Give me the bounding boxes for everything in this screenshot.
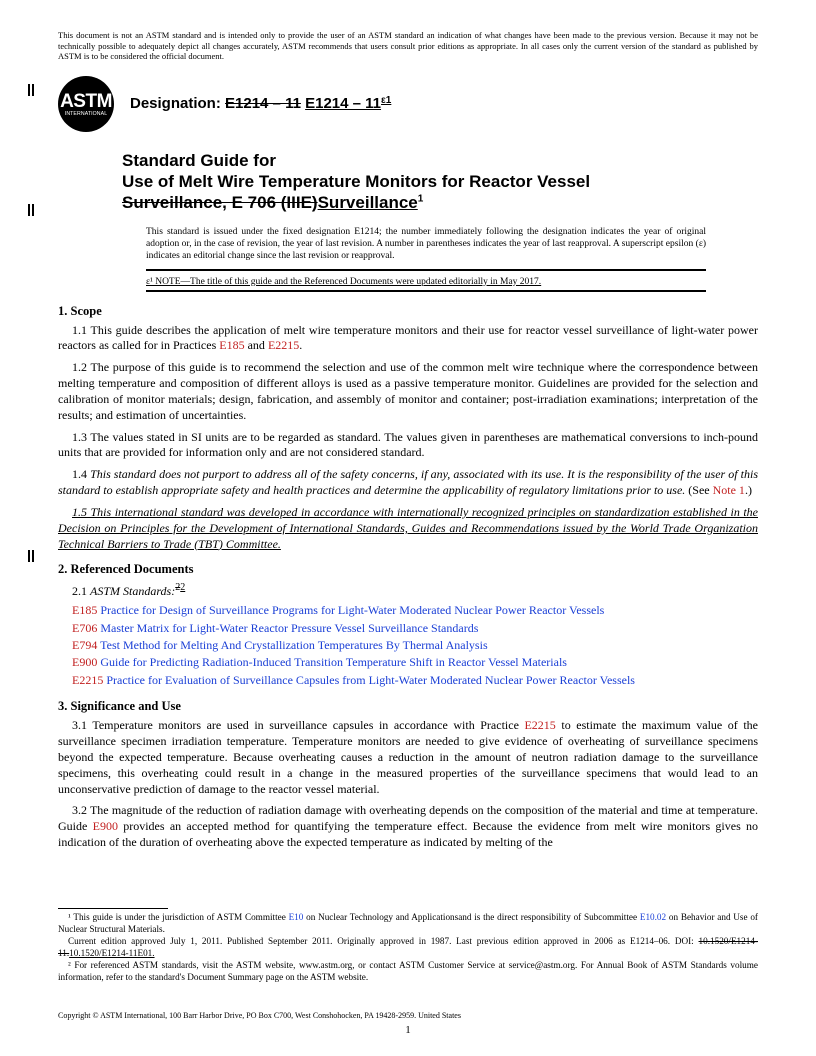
- title-strike: Surveillance, E 706 (IIIE): [122, 193, 318, 212]
- link-e2215-b[interactable]: E2215: [524, 718, 555, 732]
- title-line-3: Surveillance, E 706 (IIIE)Surveillance1: [122, 192, 758, 213]
- ref-item: E185 Practice for Design of Surveillance…: [72, 602, 758, 619]
- sup-2-new: 2: [180, 582, 185, 593]
- doi-new: 10.1520/E1214-11E01.: [69, 948, 154, 958]
- change-bar: [28, 204, 36, 216]
- astm-logo: ASTM INTERNATIONAL: [58, 76, 114, 132]
- link-e900[interactable]: E900: [93, 819, 118, 833]
- epsilon-note: ε¹ NOTE—The title of this guide and the …: [146, 277, 541, 287]
- link-note1[interactable]: Note 1: [713, 483, 745, 497]
- designation-epsilon: ε1: [381, 95, 391, 106]
- page-number: 1: [0, 1024, 816, 1036]
- ref-title[interactable]: Master Matrix for Light-Water Reactor Pr…: [97, 621, 478, 635]
- designation-label: Designation:: [130, 95, 221, 112]
- para-3-2: 3.2 The magnitude of the reduction of ra…: [58, 803, 758, 850]
- ref-code[interactable]: E900: [72, 655, 97, 669]
- ref-title[interactable]: Test Method for Melting And Crystallizat…: [97, 638, 487, 652]
- footnote-rule: [58, 908, 168, 909]
- ref-code[interactable]: E794: [72, 638, 97, 652]
- ref-title[interactable]: Guide for Predicting Radiation-Induced T…: [97, 655, 567, 669]
- ref-code[interactable]: E2215: [72, 673, 103, 687]
- ref-code[interactable]: E185: [72, 603, 97, 617]
- logo-text: ASTM: [60, 91, 112, 113]
- epsilon-note-box: ε¹ NOTE—The title of this guide and the …: [146, 269, 706, 292]
- ref-item: E900 Guide for Predicting Radiation-Indu…: [72, 654, 758, 671]
- para-2-1: 2.1 ASTM Standards:22: [58, 581, 758, 600]
- title-line-2: Use of Melt Wire Temperature Monitors fo…: [122, 171, 758, 192]
- title-line-1: Standard Guide for: [122, 150, 758, 171]
- link-e185[interactable]: E185: [219, 338, 244, 352]
- title-block: Standard Guide for Use of Melt Wire Temp…: [122, 150, 758, 214]
- para-1-1: 1.1 This guide describes the application…: [58, 323, 758, 355]
- designation-old: E1214 – 11: [225, 95, 301, 112]
- header: ASTM INTERNATIONAL Designation: E1214 – …: [58, 76, 758, 132]
- logo-subtext: INTERNATIONAL: [65, 111, 107, 117]
- para-3-1: 3.1 Temperature monitors are used in sur…: [58, 718, 758, 797]
- para-1-5: 1.5 This international standard was deve…: [58, 505, 758, 552]
- designation: Designation: E1214 – 11 E1214 – 11ε1: [130, 95, 391, 112]
- section-scope-head: 1. Scope: [58, 304, 758, 319]
- title-new: Surveillance: [318, 193, 418, 212]
- change-bar: [28, 550, 36, 562]
- footnotes: ¹ This guide is under the jurisdiction o…: [58, 908, 758, 984]
- reference-list: E185 Practice for Design of Surveillance…: [72, 602, 758, 689]
- disclaimer-text: This document is not an ASTM standard an…: [58, 30, 758, 62]
- ref-item: E706 Master Matrix for Light-Water React…: [72, 620, 758, 637]
- ref-item: E794 Test Method for Melting And Crystal…: [72, 637, 758, 654]
- issuance-note: This standard is issued under the fixed …: [146, 226, 706, 263]
- ref-title[interactable]: Practice for Design of Surveillance Prog…: [97, 603, 604, 617]
- link-e10[interactable]: E10: [289, 912, 304, 922]
- change-bar: [28, 84, 36, 96]
- ref-item: E2215 Practice for Evaluation of Surveil…: [72, 672, 758, 689]
- designation-new: E1214 – 11: [305, 95, 381, 112]
- ref-title[interactable]: Practice for Evaluation of Surveillance …: [103, 673, 635, 687]
- ref-code[interactable]: E706: [72, 621, 97, 635]
- footnote-2: ² For referenced ASTM standards, visit t…: [58, 960, 758, 983]
- footnote-1b: Current edition approved July 1, 2011. P…: [58, 936, 758, 959]
- para-1-4: 1.4 This standard does not purport to ad…: [58, 467, 758, 499]
- copyright: Copyright © ASTM International, 100 Barr…: [58, 1011, 461, 1020]
- title-sup: 1: [418, 194, 424, 205]
- link-e1002[interactable]: E10.02: [640, 912, 666, 922]
- link-e2215[interactable]: E2215: [268, 338, 299, 352]
- section-sig-head: 3. Significance and Use: [58, 699, 758, 714]
- para-1-2: 1.2 The purpose of this guide is to reco…: [58, 360, 758, 423]
- section-refs-head: 2. Referenced Documents: [58, 562, 758, 577]
- footnote-1: ¹ This guide is under the jurisdiction o…: [58, 912, 758, 935]
- para-1-3: 1.3 The values stated in SI units are to…: [58, 430, 758, 462]
